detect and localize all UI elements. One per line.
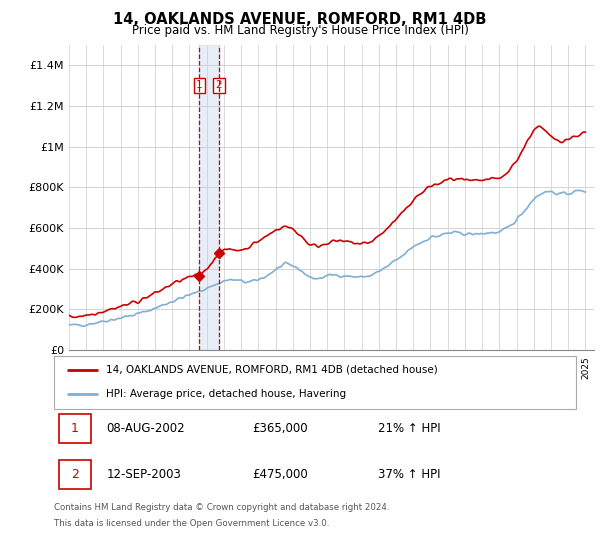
FancyBboxPatch shape [54, 356, 576, 409]
FancyBboxPatch shape [59, 414, 91, 444]
Text: 08-AUG-2002: 08-AUG-2002 [106, 422, 185, 436]
Text: 1: 1 [71, 422, 79, 436]
FancyBboxPatch shape [59, 460, 91, 489]
Text: 2: 2 [215, 81, 222, 91]
Text: £475,000: £475,000 [253, 468, 308, 482]
Text: 12-SEP-2003: 12-SEP-2003 [106, 468, 181, 482]
Text: £365,000: £365,000 [253, 422, 308, 436]
Text: 2: 2 [71, 468, 79, 482]
Text: This data is licensed under the Open Government Licence v3.0.: This data is licensed under the Open Gov… [54, 519, 329, 528]
Text: Price paid vs. HM Land Registry's House Price Index (HPI): Price paid vs. HM Land Registry's House … [131, 24, 469, 36]
Text: HPI: Average price, detached house, Havering: HPI: Average price, detached house, Have… [106, 389, 346, 399]
Text: 14, OAKLANDS AVENUE, ROMFORD, RM1 4DB: 14, OAKLANDS AVENUE, ROMFORD, RM1 4DB [113, 12, 487, 27]
Text: 1: 1 [196, 81, 203, 91]
Text: 14, OAKLANDS AVENUE, ROMFORD, RM1 4DB (detached house): 14, OAKLANDS AVENUE, ROMFORD, RM1 4DB (d… [106, 365, 438, 375]
Text: 37% ↑ HPI: 37% ↑ HPI [377, 468, 440, 482]
Text: Contains HM Land Registry data © Crown copyright and database right 2024.: Contains HM Land Registry data © Crown c… [54, 503, 389, 512]
Bar [199, 45, 219, 350]
Text: 21% ↑ HPI: 21% ↑ HPI [377, 422, 440, 436]
